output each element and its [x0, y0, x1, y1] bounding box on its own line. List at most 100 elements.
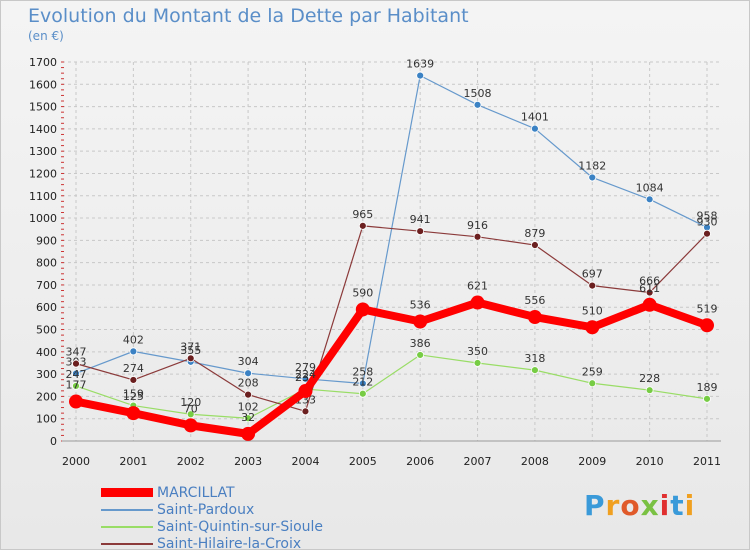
legend-label: Saint-Pardoux: [157, 501, 255, 518]
data-label: 879: [524, 227, 545, 240]
data-point: [645, 195, 654, 204]
data-point: [244, 390, 252, 399]
logo-letter: o: [620, 489, 641, 522]
data-point: [700, 318, 714, 333]
data-label: 125: [123, 390, 144, 403]
data-label: 228: [639, 372, 660, 385]
data-point: [585, 320, 600, 335]
data-label: 697: [582, 268, 603, 281]
data-label: 941: [410, 213, 431, 226]
data-point: [588, 281, 597, 290]
data-point: [129, 376, 138, 384]
data-label: 120: [180, 396, 201, 409]
data-label: 402: [123, 333, 144, 346]
y-tick-label: 100: [36, 413, 57, 426]
data-label: 274: [123, 362, 144, 375]
legend-item: Saint-Hilaire-la-Croix: [101, 535, 323, 552]
data-label: 70: [184, 402, 198, 415]
data-point: [244, 414, 252, 423]
y-tick-label: 400: [36, 346, 57, 359]
data-label: 350: [467, 345, 488, 358]
y-tick-label: 900: [36, 234, 57, 247]
data-point: [186, 410, 195, 419]
y-tick-label: 1100: [29, 190, 57, 203]
x-tick-label: 2005: [349, 455, 377, 468]
series-line: [75, 74, 708, 385]
data-label: 510: [582, 304, 603, 317]
y-tick-label: 500: [36, 324, 57, 337]
legend-item: Saint-Quintin-sur-Sioule: [101, 518, 323, 535]
x-tick-label: 2004: [291, 455, 319, 468]
data-label: 304: [238, 355, 259, 368]
data-label: 536: [410, 299, 431, 312]
x-tick-label: 2010: [636, 455, 664, 468]
series-line: [75, 225, 708, 412]
legend-label: MARCILLAT: [157, 484, 235, 501]
logo-letter: P: [584, 489, 606, 522]
x-tick-label: 2007: [464, 455, 492, 468]
y-tick-label: 1400: [29, 123, 57, 136]
data-point: [298, 384, 313, 399]
legend-item: MARCILLAT: [101, 484, 323, 501]
data-label: 1508: [464, 87, 492, 100]
data-label: 556: [524, 294, 545, 307]
data-point: [416, 351, 425, 359]
y-tick-label: 1000: [29, 212, 57, 225]
data-label: 279: [295, 361, 316, 374]
y-tick-label: 1600: [29, 78, 57, 91]
data-point: [241, 426, 256, 441]
data-point: [301, 374, 310, 383]
data-point: [355, 302, 370, 317]
y-tick-label: 1200: [29, 167, 57, 180]
data-point: [416, 71, 425, 80]
data-label: 177: [66, 379, 87, 392]
data-label: 189: [697, 381, 718, 394]
data-point: [244, 369, 252, 378]
logo-letter: r: [605, 489, 621, 522]
logo-letter: i: [659, 489, 671, 522]
data-point: [69, 394, 83, 409]
data-point: [358, 221, 367, 230]
x-tick-label: 2002: [177, 455, 205, 468]
y-tick-label: 300: [36, 368, 57, 381]
x-tick-label: 2011: [693, 455, 721, 468]
data-point: [645, 288, 654, 297]
data-label: 208: [238, 377, 259, 390]
data-point: [642, 297, 657, 312]
x-tick-label: 2008: [521, 455, 549, 468]
legend-item: Saint-Pardoux: [101, 501, 323, 518]
logo-letter: i: [684, 489, 696, 522]
y-tick-label: 0: [50, 435, 57, 448]
legend-swatch: [101, 542, 153, 545]
data-label: 32: [241, 411, 255, 424]
data-point: [416, 227, 425, 236]
series-line: [72, 298, 711, 438]
legend-label: Saint-Quintin-sur-Sioule: [157, 518, 324, 535]
data-point: [588, 379, 597, 388]
x-tick-label: 2003: [234, 455, 262, 468]
y-tick-label: 200: [36, 390, 57, 403]
data-label: 258: [352, 365, 373, 378]
data-point: [588, 173, 597, 182]
data-point: [473, 100, 482, 109]
data-point: [473, 359, 482, 367]
data-label: 1639: [406, 58, 434, 71]
data-label: 102: [238, 400, 259, 413]
data-point: [703, 229, 711, 238]
data-label: 247: [66, 368, 87, 381]
data-label: 666: [639, 275, 660, 288]
legend-swatch: [101, 508, 153, 511]
y-tick-label: 1700: [29, 56, 57, 69]
proxiti-logo: Proxiti: [584, 489, 695, 522]
data-point: [186, 354, 195, 363]
data-point: [183, 418, 198, 433]
data-point: [358, 389, 367, 398]
data-point: [126, 406, 141, 421]
x-tick-label: 2000: [62, 455, 90, 468]
legend-swatch: [101, 525, 153, 528]
data-label: 965: [352, 208, 373, 221]
data-label: 355: [180, 344, 201, 357]
legend-swatch: [101, 488, 153, 497]
y-tick-label: 700: [36, 279, 57, 292]
